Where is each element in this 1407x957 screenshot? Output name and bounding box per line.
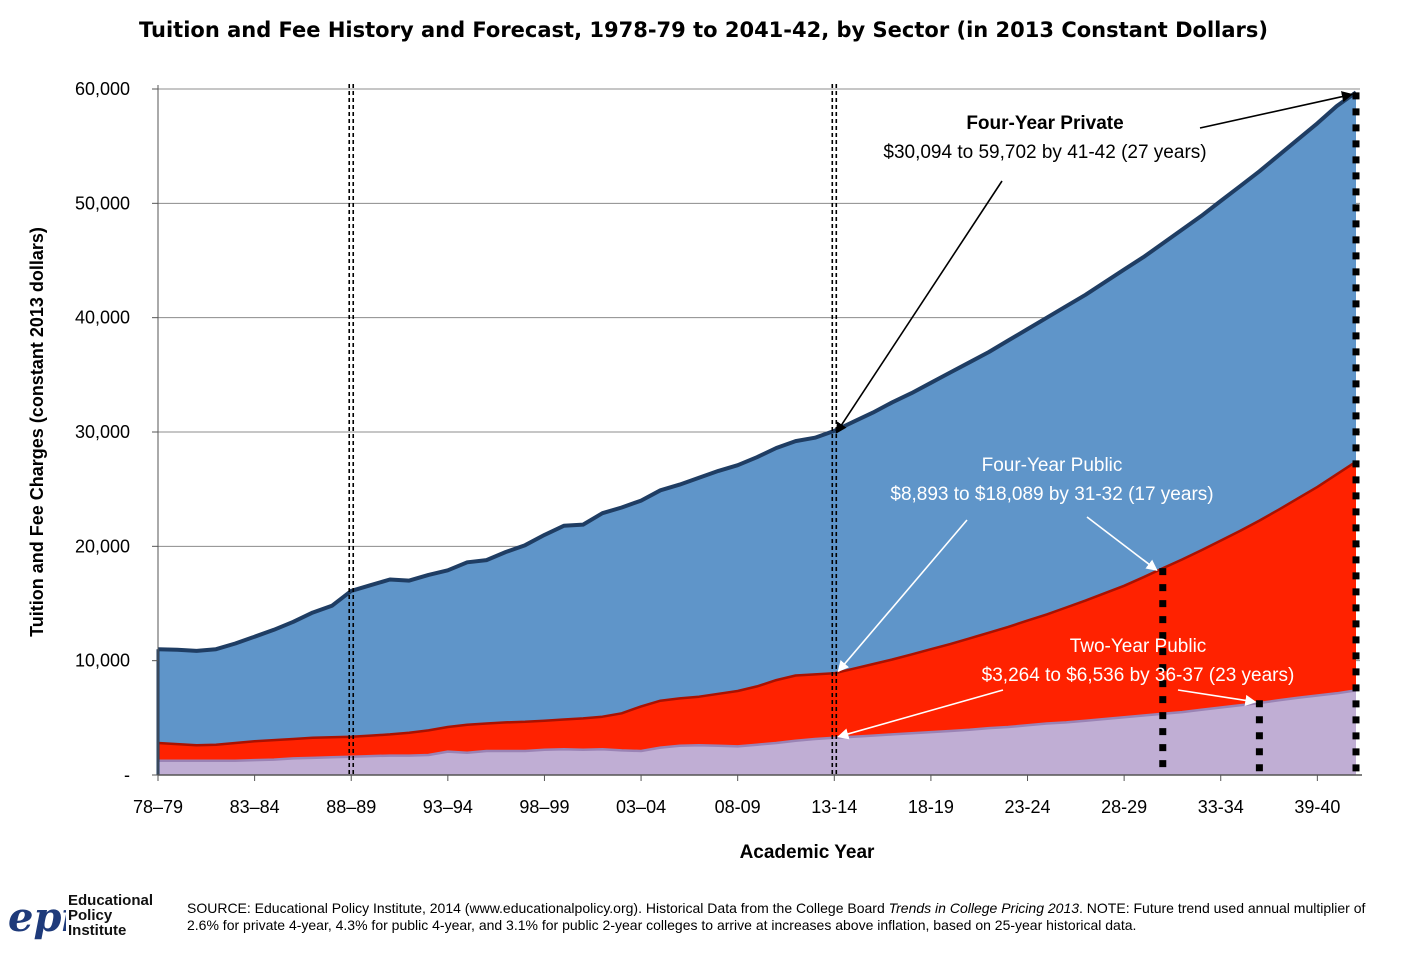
x-tick-label: 23-24 [1004, 797, 1050, 817]
x-tick-label: 18-19 [908, 797, 954, 817]
arrow-public2-start [837, 689, 1004, 740]
y-axis-title: Tuition and Fee Charges (constant 2013 d… [27, 227, 47, 637]
x-tick-label: 03–04 [616, 797, 666, 817]
x-tick-label: 39-40 [1294, 797, 1340, 817]
source-note: SOURCE: Educational Policy Institute, 20… [187, 900, 1387, 934]
series-line-0 [157, 90, 1358, 653]
x-tick-label: 13-14 [811, 797, 857, 817]
arrow-public2-end [1177, 689, 1257, 706]
annotation-labels: Four-Year Private $30,094 to 59,702 by 4… [883, 113, 1294, 686]
annotation-public4-text: $8,893 to $18,089 by 31-32 (17 years) [890, 484, 1213, 505]
logo-line-1: Educational [68, 892, 154, 909]
annotation-public2-title: Two-Year Public [1070, 636, 1207, 657]
y-tick-label: 30,000 [75, 422, 130, 442]
series-area-0 [158, 92, 1356, 775]
x-tick-label: 88–89 [326, 797, 376, 817]
axes [152, 85, 1362, 781]
x-tick-label: 78–79 [133, 797, 183, 817]
y-tick-label: 60,000 [75, 79, 130, 99]
epi-logo-icon: epi [8, 894, 66, 941]
arrow-public4-end [1086, 516, 1158, 571]
annotation-public4-title: Four-Year Public [982, 455, 1123, 476]
x-tick-label: 98–99 [519, 797, 569, 817]
logo-text: Educational Policy Institute [68, 893, 153, 938]
y-tick-label: 20,000 [75, 536, 130, 556]
source-note-text: . NOTE: Future trend used annual multipl… [187, 900, 1366, 933]
logo-line-3: Institute [68, 922, 127, 939]
chart-area: Four-Year Private $30,094 to 59,702 by 4… [27, 79, 1362, 863]
chart-title: Tuition and Fee History and Forecast, 19… [139, 18, 1268, 42]
annotation-arrows [835, 91, 1354, 740]
x-tick-label: 33-34 [1198, 797, 1244, 817]
logo-line-2: Policy [68, 907, 113, 924]
series-area-1 [158, 461, 1356, 775]
y-tick-label: 40,000 [75, 308, 130, 328]
x-tick-label: 28-29 [1101, 797, 1147, 817]
logo-mark: epi [8, 894, 66, 941]
arrow-private-end [1199, 91, 1354, 129]
x-tick-label: 08-09 [715, 797, 761, 817]
x-axis-title: Academic Year [740, 842, 875, 863]
annotation-private-text: $30,094 to 59,702 by 41-42 (27 years) [883, 142, 1206, 163]
y-tick-label: 10,000 [75, 651, 130, 671]
source-text: SOURCE: Educational Policy Institute, 20… [187, 900, 889, 916]
annotation-public2-text: $3,264 to $6,536 by 36-37 (23 years) [982, 665, 1295, 686]
arrow-private-start [835, 180, 1003, 434]
x-tick-label: 93–94 [423, 797, 473, 817]
tick-labels: - 10,000 20,000 30,000 40,000 50,000 60,000 78–… [75, 79, 1340, 817]
arrow-public4-start [837, 519, 968, 673]
y-tick-label: - [124, 765, 130, 785]
annotation-private-title: Four-Year Private [966, 113, 1123, 134]
series-area-2 [158, 690, 1356, 775]
series-line-2 [158, 689, 1357, 762]
series-areas [156, 90, 1358, 775]
source-publication: Trends in College Pricing 2013 [888, 900, 1080, 916]
y-tick-label: 50,000 [75, 193, 130, 213]
x-tick-label: 83–84 [230, 797, 280, 817]
series-line-1 [157, 460, 1357, 747]
